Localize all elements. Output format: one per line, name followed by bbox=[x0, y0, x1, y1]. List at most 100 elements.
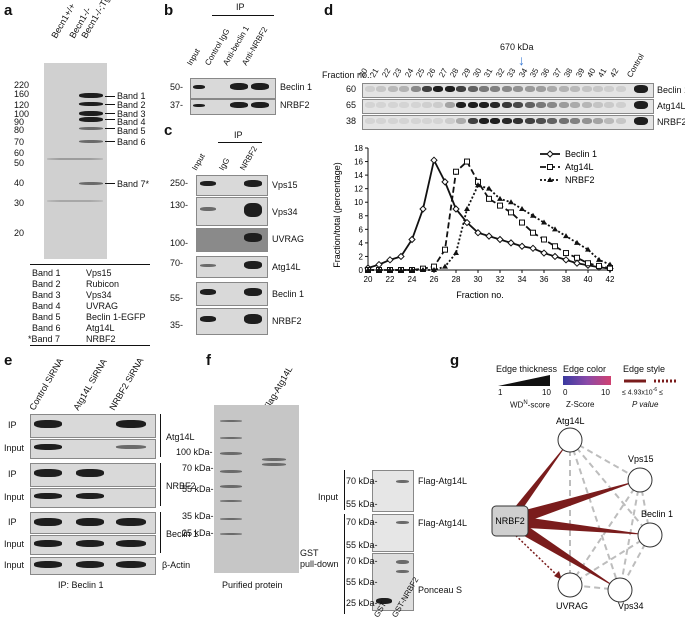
blot-label: Flag-Atg14L bbox=[418, 476, 468, 486]
data-point bbox=[607, 261, 613, 267]
fraction-label-34: 34 bbox=[516, 66, 530, 79]
x-tick-label: 26 bbox=[430, 275, 439, 284]
mw-marker: 100- bbox=[170, 238, 189, 248]
mw-marker: 55- bbox=[170, 293, 184, 303]
data-point bbox=[552, 243, 558, 250]
row-label: IP bbox=[8, 469, 17, 479]
data-point bbox=[519, 206, 525, 211]
fraction-band bbox=[376, 118, 387, 124]
actin-label: β-Actin bbox=[162, 560, 191, 570]
data-point bbox=[464, 206, 470, 211]
data-point bbox=[497, 195, 503, 201]
data-point bbox=[508, 209, 514, 216]
x-tick-label: 24 bbox=[408, 275, 417, 284]
blot-band bbox=[193, 85, 205, 89]
fraction-label-42: 42 bbox=[608, 66, 621, 79]
blot-label: Vps34 bbox=[272, 207, 298, 217]
data-point bbox=[409, 267, 415, 272]
lane-label: IgG bbox=[217, 156, 232, 172]
x-tick-label: 36 bbox=[540, 275, 549, 284]
mw-marker: 70 kDa- bbox=[346, 556, 378, 566]
x-tick-label: 32 bbox=[496, 275, 505, 284]
legend-label: Beclin 1 bbox=[565, 149, 597, 159]
fraction-band bbox=[467, 102, 478, 108]
mw-marker: 100 bbox=[14, 109, 30, 119]
fraction-band bbox=[422, 118, 432, 124]
fraction-label-33: 33 bbox=[505, 66, 518, 79]
fraction-band bbox=[581, 102, 592, 108]
mw-marker: 65 bbox=[346, 100, 357, 110]
fraction-label-41: 41 bbox=[596, 66, 609, 79]
fraction-band bbox=[558, 102, 569, 108]
panel-a-label: a bbox=[4, 2, 13, 19]
purified-protein-gel bbox=[214, 405, 299, 573]
mw-marker: 80 bbox=[14, 125, 25, 135]
ip-footer: IP: Beclin 1 bbox=[58, 580, 104, 590]
data-point bbox=[474, 229, 482, 237]
row-label: IP bbox=[8, 517, 17, 527]
x-tick-label: 28 bbox=[452, 275, 461, 284]
mw-marker: 37- bbox=[170, 100, 184, 110]
data-point bbox=[530, 212, 536, 218]
table-cell: Vps34 bbox=[86, 290, 112, 300]
mw-marker: 38 bbox=[346, 116, 357, 126]
y-tick-label: 2 bbox=[359, 252, 364, 261]
data-point bbox=[430, 156, 438, 164]
control-lane-label: Control bbox=[625, 52, 646, 79]
mw-marker: 70 kDa- bbox=[346, 517, 378, 527]
fraction-band bbox=[570, 102, 581, 108]
blot-label: Beclin 1 bbox=[280, 82, 313, 92]
data-point bbox=[398, 267, 404, 272]
band-label: Band 2 bbox=[117, 100, 146, 110]
node-nrbf2 bbox=[491, 505, 529, 537]
blot-label: Ponceau S bbox=[418, 585, 463, 595]
blot-band bbox=[251, 83, 269, 90]
fraction-band bbox=[593, 102, 603, 108]
ip-header: IP bbox=[234, 130, 243, 140]
fraction-band bbox=[456, 86, 467, 92]
mw-marker: 40 bbox=[14, 178, 25, 188]
fraction-band bbox=[513, 86, 524, 92]
panel-b-label: b bbox=[164, 2, 174, 19]
data-point bbox=[518, 242, 526, 250]
row-label: IP bbox=[8, 420, 17, 430]
fraction-band bbox=[387, 118, 398, 124]
fraction-label-23: 23 bbox=[391, 66, 404, 79]
x-tick-label: 38 bbox=[562, 275, 571, 284]
blot-label: Flag-Atg14L bbox=[418, 518, 468, 528]
series-line-2 bbox=[368, 184, 611, 271]
table-cell: Beclin 1-EGFP bbox=[86, 312, 146, 322]
fraction-band bbox=[490, 118, 501, 124]
mw-marker: 60 bbox=[14, 148, 25, 158]
data-point bbox=[486, 195, 492, 202]
gel-band bbox=[79, 140, 103, 143]
mw-marker: 250- bbox=[170, 178, 189, 188]
table-cell: Band 2 bbox=[32, 279, 61, 289]
fraction-band bbox=[593, 86, 603, 92]
table-cell: Band 1 bbox=[32, 268, 61, 278]
fraction-band bbox=[410, 102, 421, 108]
fraction-label-29: 29 bbox=[459, 66, 473, 79]
fraction-band bbox=[547, 86, 558, 92]
blot-label: Atg14L bbox=[272, 262, 301, 272]
x-tick-label: 30 bbox=[474, 275, 483, 284]
fraction-band bbox=[615, 102, 626, 108]
data-point bbox=[507, 239, 515, 247]
data-point bbox=[596, 256, 602, 262]
fraction-band bbox=[558, 118, 569, 124]
fraction-band bbox=[365, 86, 375, 92]
fraction-band bbox=[399, 102, 410, 108]
data-point bbox=[463, 218, 471, 227]
edge-style-sample-icon bbox=[624, 379, 676, 383]
x-tick-label: 40 bbox=[584, 275, 593, 284]
mw-marker: 130- bbox=[170, 200, 189, 210]
gel-band bbox=[79, 102, 103, 106]
fraction-band bbox=[387, 86, 398, 92]
x-tick-label: 34 bbox=[518, 275, 527, 284]
data-point bbox=[453, 250, 459, 256]
y-tick-label: 8 bbox=[359, 212, 364, 221]
blot-label: NRBF2 bbox=[657, 117, 685, 127]
mw-marker: 70 kDa- bbox=[346, 476, 378, 486]
data-point bbox=[386, 256, 394, 264]
mw-marker: 30 bbox=[14, 198, 25, 208]
